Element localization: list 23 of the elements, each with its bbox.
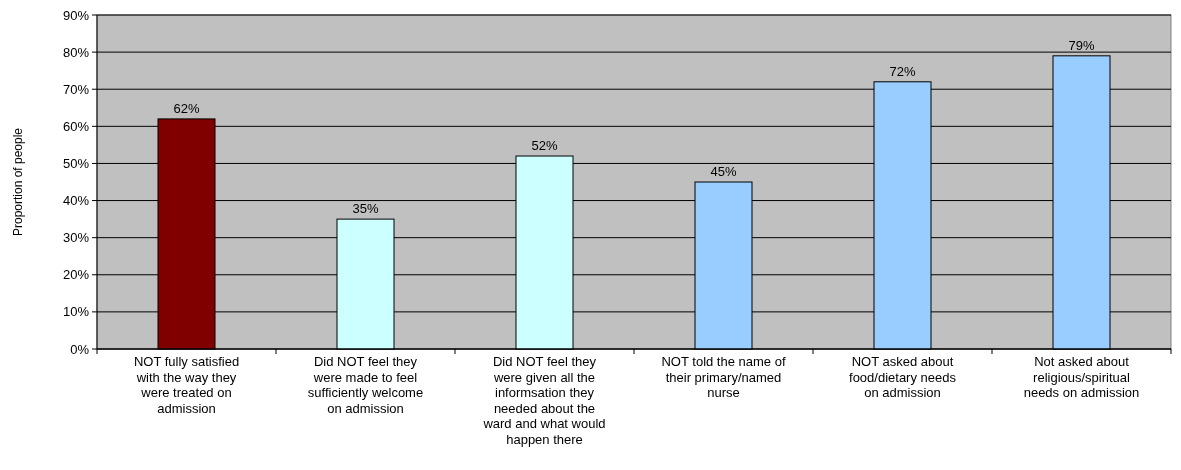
data-label: 72% <box>889 63 916 79</box>
data-label: 52% <box>531 138 558 154</box>
x-tick-label: NOT asked about food/dietary needs on admission <box>849 354 957 400</box>
y-tick-label: 20% <box>62 267 90 283</box>
data-label: 35% <box>352 201 379 217</box>
y-tick-label: 90% <box>62 7 90 23</box>
x-tick-label: Did NOT feel they were given all the informsation they needed about the ward and what would happen there <box>482 354 606 447</box>
data-label: 45% <box>710 164 737 179</box>
y-tick-label: 40% <box>62 193 90 209</box>
data-label: 62% <box>173 100 200 116</box>
data-label: 79% <box>1068 37 1095 53</box>
y-tick-label: 80% <box>62 44 90 60</box>
x-tick-label: Did NOT feel they were made to feel sufficiently welcome on admission <box>307 354 424 416</box>
y-axis-title: Proportion of people <box>11 127 25 237</box>
x-tick-label: NOT told the name of their primary/named nurse <box>661 354 786 400</box>
y-tick-label: 10% <box>62 304 90 320</box>
x-tick-label: NOT fully satisfied with the way they were treated on admission <box>133 354 240 416</box>
y-tick-label: 70% <box>62 81 90 97</box>
y-tick-label: 60% <box>62 118 90 134</box>
x-tick-label: Not asked about religious/spiritual needs on admission <box>1023 354 1140 400</box>
y-tick-label: 50% <box>62 155 90 171</box>
y-tick-label: 30% <box>62 230 90 246</box>
y-tick-label: 0% <box>70 341 90 357</box>
